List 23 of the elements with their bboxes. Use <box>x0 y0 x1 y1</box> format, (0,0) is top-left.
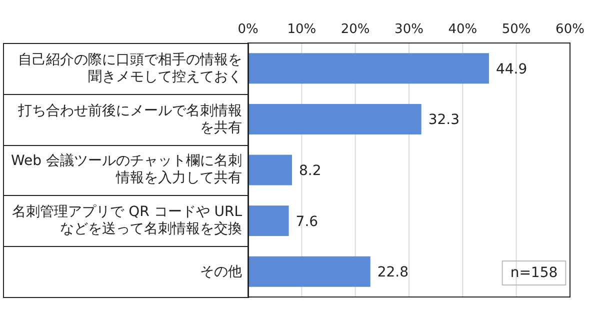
x-tick-label: 30% <box>394 22 424 37</box>
data-label: 7.6 <box>296 214 318 230</box>
data-label: 32.3 <box>428 112 460 128</box>
y-tick-label: 名刺管理アプリで QR コードや URL などを送って名刺情報を交換 <box>3 195 249 248</box>
y-tick-label: 自己紹介の際に口頭で相手の情報を聞きメモして控えておく <box>3 43 249 95</box>
bar <box>248 53 489 84</box>
x-tick-label: 10% <box>287 22 316 37</box>
x-tick-label: 40% <box>448 22 478 37</box>
bar <box>248 256 370 287</box>
y-tick-label: Web 会議ツールのチャット欄に名刺情報を入力して共有 <box>3 144 249 196</box>
y-tick-label: その他 <box>3 246 249 298</box>
x-tick-label: 50% <box>502 22 531 37</box>
x-tick-label: 60% <box>556 22 584 37</box>
bar <box>248 206 289 236</box>
y-tick-label: 打ち合わせ前後にメールで名刺情報を共有 <box>3 94 249 146</box>
x-tick-label: 0% <box>238 22 258 37</box>
x-tick-label: 20% <box>340 22 370 37</box>
data-label: 44.9 <box>496 61 528 78</box>
bar <box>248 104 422 134</box>
bar <box>248 154 292 186</box>
annotation: n=158 <box>510 265 558 281</box>
data-label: 22.8 <box>377 264 409 281</box>
data-label: 8.2 <box>299 163 322 179</box>
